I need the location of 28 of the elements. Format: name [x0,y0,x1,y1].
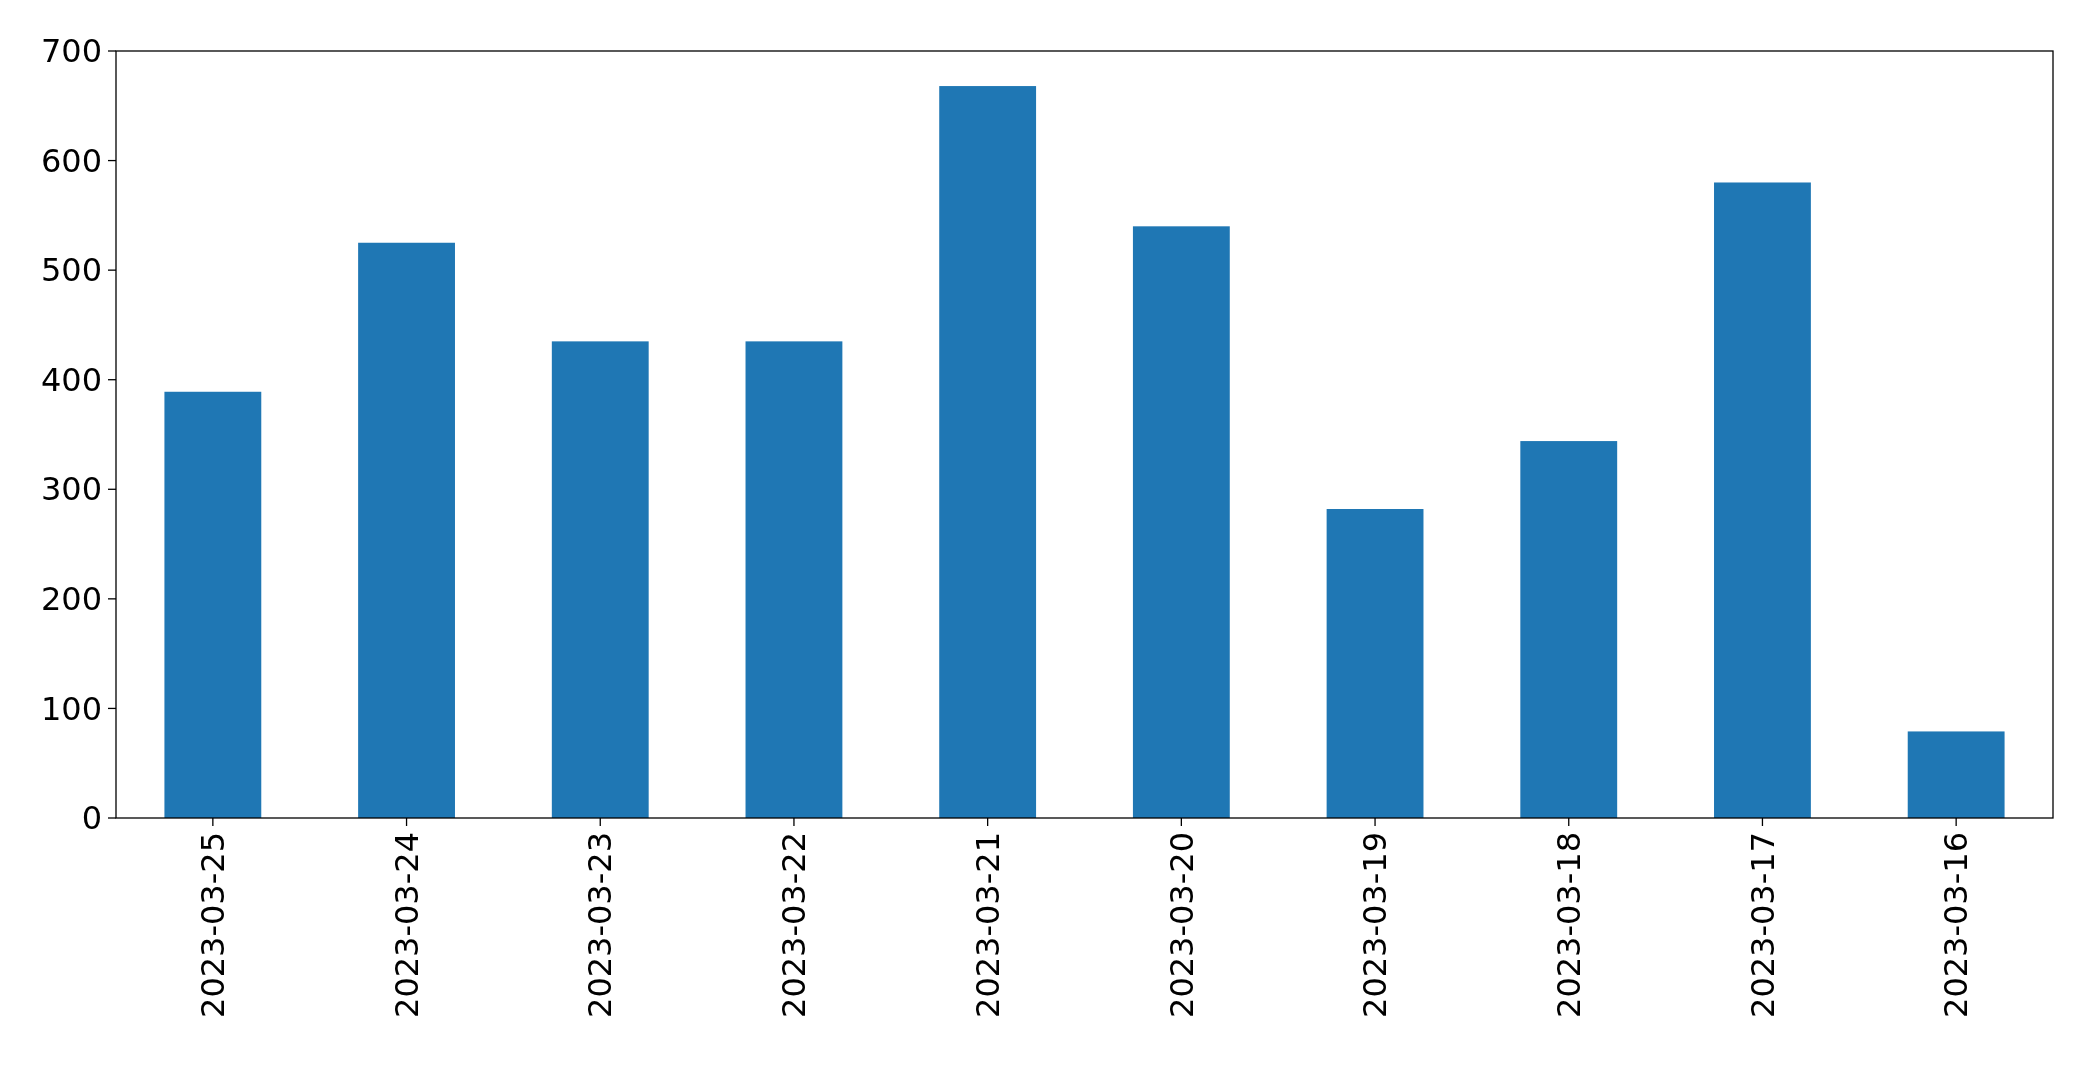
x-tick-label: 2023-03-22 [775,832,814,1018]
x-tick-label: 2023-03-21 [968,832,1007,1018]
y-tick-label: 700 [40,32,102,71]
x-tick-label: 2023-03-24 [387,832,426,1018]
bar [1907,731,2005,818]
y-tick-label: 100 [40,689,102,728]
bar [745,341,843,818]
bar [1520,441,1618,818]
y-tick-label: 400 [40,360,102,399]
bar [1132,226,1230,818]
bar [939,86,1037,818]
bar [1714,182,1811,818]
x-tick-label: 2023-03-19 [1356,832,1395,1018]
bar [551,341,649,818]
x-tick-label: 2023-03-18 [1549,832,1588,1018]
bar [358,242,455,818]
y-tick-label: 500 [40,251,102,290]
y-tick-label: 300 [40,470,102,509]
x-tick-label: 2023-03-16 [1937,832,1976,1018]
x-tick-label: 2023-03-20 [1162,832,1201,1018]
bar [164,391,262,818]
y-tick-label: 0 [81,799,102,838]
x-tick-label: 2023-03-23 [581,832,620,1018]
x-tick-label: 2023-03-25 [194,832,233,1018]
x-tick-label: 2023-03-17 [1743,832,1782,1018]
y-tick-label: 600 [40,141,102,180]
y-tick-label: 200 [40,580,102,619]
bar [1326,509,1424,818]
